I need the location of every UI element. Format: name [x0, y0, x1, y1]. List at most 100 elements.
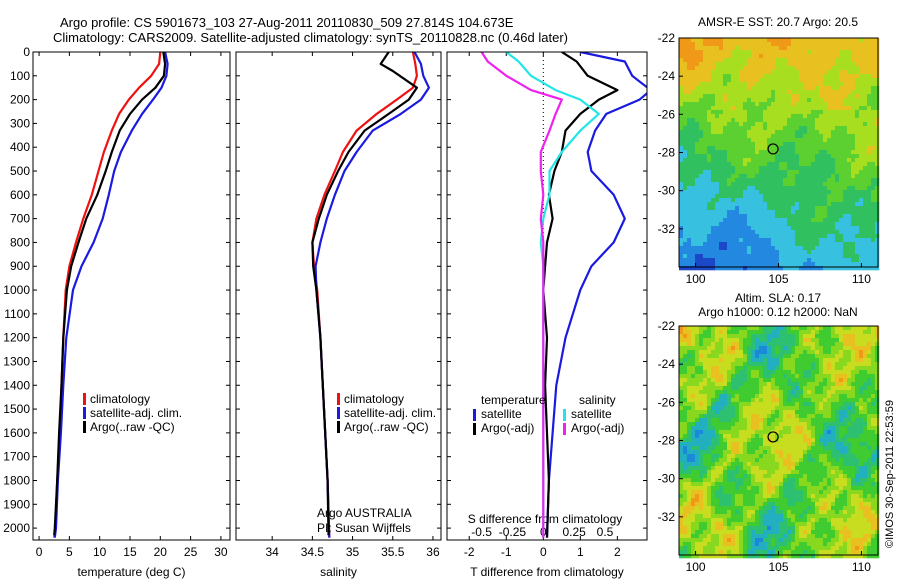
plot-frame — [446, 51, 648, 541]
series-line — [480, 52, 563, 538]
legend-entry: satellite — [481, 407, 522, 421]
series-line — [311, 52, 418, 538]
depth-tick-label: 1900 — [3, 497, 30, 511]
series-line — [545, 52, 647, 538]
x-tick-label: 25 — [184, 545, 198, 559]
legend-swatch — [563, 409, 566, 421]
lat-tick-label: -30 — [658, 472, 676, 486]
argo-position-marker — [767, 143, 779, 155]
plot-frame — [32, 51, 231, 541]
depth-tick-label: 100 — [10, 69, 30, 83]
x-tick-label: 15 — [123, 545, 137, 559]
header-line-1: Argo profile: CS 5901673_103 27-Aug-2011… — [60, 15, 514, 30]
argo-position-marker — [767, 431, 779, 443]
x-tick-label: 0 — [36, 545, 43, 559]
top-x-tick-label: 0.5 — [597, 525, 614, 539]
depth-tick-label: 1000 — [3, 283, 30, 297]
depth-tick-label: 200 — [10, 93, 30, 107]
series-line — [542, 52, 619, 538]
depth-tick-label: 0 — [23, 45, 30, 59]
map-title: Altim. SLA: 0.17 — [735, 291, 821, 305]
legend-entry: satellite-adj. clim. — [344, 406, 436, 420]
legend-group-title: temperature — [481, 393, 546, 407]
lat-tick-label: -22 — [658, 319, 676, 333]
legend-entry: Argo(-adj) — [571, 421, 624, 435]
sla-map: -22 -24 -26 -28 -30 -32 100 105 110 Altim. SLA: 0… — [658, 291, 880, 574]
x-tick-label: 30 — [214, 545, 228, 559]
legend-entry: climatology — [344, 392, 404, 406]
legend-entry: satellite — [571, 407, 612, 421]
top-x-tick-label: -0.5 — [471, 525, 492, 539]
depth-tick-label: 1600 — [3, 426, 30, 440]
credit-text: ©IMOS 30-Sep-2011 22:53:59 — [884, 400, 896, 548]
lon-tick-label: 105 — [768, 272, 788, 286]
lon-tick-label: 100 — [686, 272, 706, 286]
annotation-line: Argo AUSTRALIA — [317, 506, 412, 520]
depth-tick-label: 1100 — [4, 307, 30, 321]
legend-entry: climatology — [90, 392, 150, 406]
depth-tick-label: 1800 — [3, 473, 30, 487]
legend-entry: Argo(..raw -QC) — [344, 420, 429, 434]
depth-tick-label: 1400 — [3, 378, 30, 392]
header-line-2: Climatology: CARS2009. Satellite-adjuste… — [53, 30, 568, 45]
map-subtitle: Argo h1000: 0.12 h2000: NaN — [698, 305, 857, 319]
legend-swatch — [337, 393, 340, 405]
depth-tick-label: 600 — [10, 188, 30, 202]
lon-tick-label: 100 — [686, 560, 706, 574]
legend-entry: satellite-adj. clim. — [90, 406, 182, 420]
legend-swatch — [337, 407, 340, 419]
lat-tick-label: -28 — [658, 146, 676, 160]
lon-tick-label: 110 — [852, 560, 871, 574]
lat-tick-label: -26 — [658, 107, 676, 121]
top-x-tick-label: -0.25 — [499, 525, 527, 539]
legend-swatch — [83, 407, 86, 419]
top-x-axis-label: S difference from climatology — [468, 512, 623, 526]
depth-tick-label: 1700 — [3, 450, 30, 464]
x-tick-label: 34 — [265, 545, 279, 559]
lat-tick-label: -28 — [658, 434, 676, 448]
depth-tick-label: 900 — [10, 259, 30, 273]
series-line — [53, 52, 162, 538]
lat-tick-label: -26 — [658, 395, 676, 409]
lon-tick-label: 110 — [852, 272, 871, 286]
depth-tick-label: 300 — [10, 116, 30, 130]
salinity-panel: 34 34.5 35 35.5 36 salinity climatologysatelli… — [235, 51, 442, 579]
legend-swatch — [337, 421, 340, 433]
x-tick-label: 0 — [540, 545, 547, 559]
lat-tick-label: -24 — [658, 357, 676, 371]
legend-swatch — [473, 423, 476, 435]
temperature-panel: 0100200300400500600700800900100011001200… — [3, 45, 231, 579]
legend-group-title: salinity — [579, 393, 616, 407]
x-tick-label: -1 — [501, 545, 512, 559]
legend-swatch — [473, 409, 476, 421]
plot-frame — [235, 51, 442, 541]
series-line — [53, 52, 169, 538]
x-tick-label: 5 — [66, 545, 73, 559]
lat-tick-label: -32 — [658, 510, 676, 524]
legend-swatch — [83, 421, 86, 433]
sst-map: -22 -24 -26 -28 -30 -32 100 105 110 AMSR-E SST: 2… — [658, 15, 880, 286]
depth-tick-label: 1500 — [3, 402, 30, 416]
depth-tick-label: 500 — [10, 164, 30, 178]
x-tick-label: 2 — [614, 545, 621, 559]
depth-tick-label: 400 — [10, 140, 30, 154]
annotation-line: PI: Susan Wijffels — [317, 521, 411, 535]
legend-entry: Argo(..raw -QC) — [90, 420, 175, 434]
x-tick-label: -2 — [464, 545, 475, 559]
x-axis-label: temperature (deg C) — [77, 565, 185, 579]
difference-panel: -2 -1 0 1 2 T difference from climatology -0.5… — [446, 51, 648, 579]
legend-swatch — [83, 393, 86, 405]
x-tick-label: 36 — [426, 545, 440, 559]
depth-tick-label: 1200 — [3, 331, 30, 345]
series-line — [53, 52, 167, 536]
x-tick-label: 35.5 — [381, 545, 405, 559]
lat-tick-label: -30 — [658, 184, 676, 198]
x-tick-label: 34.5 — [301, 545, 325, 559]
top-x-tick-label: 0.25 — [562, 525, 586, 539]
x-tick-label: 20 — [154, 545, 168, 559]
x-axis-label: salinity — [320, 565, 357, 579]
lat-tick-label: -22 — [658, 31, 676, 45]
lat-tick-label: -32 — [658, 222, 676, 236]
x-tick-label: 1 — [577, 545, 584, 559]
